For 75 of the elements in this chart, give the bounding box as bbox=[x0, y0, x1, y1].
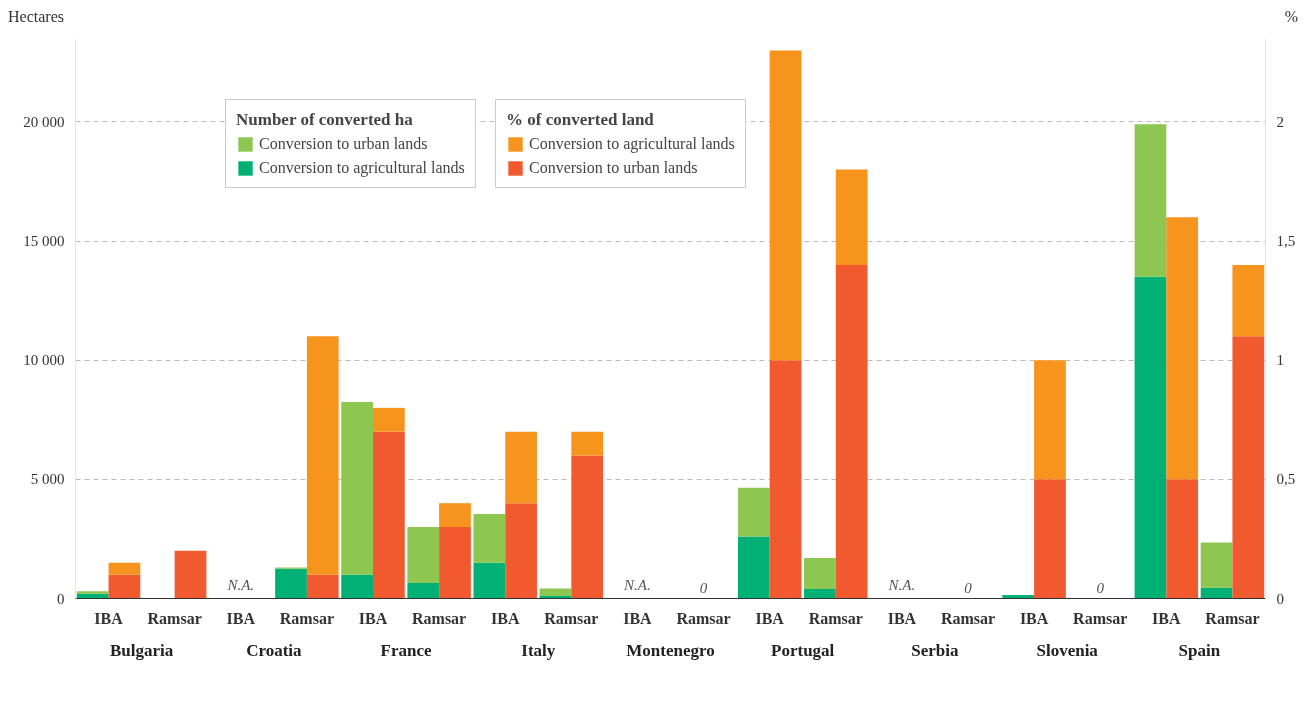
bar bbox=[804, 588, 836, 599]
x-tick-label: Ramsar bbox=[544, 609, 599, 627]
bar bbox=[1232, 264, 1265, 337]
x-tick-label: IBA bbox=[358, 609, 388, 627]
x-tick-label: Ramsar bbox=[279, 609, 334, 627]
x-tick-label: Ramsar bbox=[1073, 609, 1128, 627]
bar bbox=[737, 536, 770, 599]
y2-tick-label: 2 bbox=[1276, 113, 1284, 130]
y2-tick-label: 0,5 bbox=[1276, 471, 1296, 488]
x-tick-label: IBA bbox=[94, 609, 124, 627]
bar bbox=[505, 431, 537, 504]
text: % of converted land bbox=[506, 110, 654, 129]
x-tick-label: IBA bbox=[226, 609, 256, 627]
y-tick-label: 10 000 bbox=[23, 352, 65, 369]
x-tick-label: IBA bbox=[491, 609, 520, 627]
bar bbox=[571, 455, 604, 599]
legend-label: Conversion to agricultural lands bbox=[529, 135, 735, 153]
text: Portugal bbox=[771, 640, 835, 660]
bar bbox=[407, 583, 440, 599]
y-tick-label: 0 bbox=[57, 590, 65, 607]
bar bbox=[373, 407, 405, 432]
text: Italy bbox=[521, 640, 556, 660]
x-tick-label: Ramsar bbox=[808, 609, 863, 627]
y2-tick-label: 1 bbox=[1276, 352, 1284, 369]
bar bbox=[804, 557, 836, 589]
annotation: N.A. bbox=[226, 576, 255, 593]
x-tick-label: Ramsar bbox=[676, 609, 731, 627]
legend-label: Conversion to urban lands bbox=[259, 135, 429, 153]
annotation: N.A. bbox=[623, 576, 651, 593]
text: Spain bbox=[1178, 640, 1221, 660]
text: Slovenia bbox=[1036, 640, 1099, 660]
legend-label: Conversion to agricultural lands bbox=[259, 159, 465, 177]
bar bbox=[1232, 336, 1265, 599]
bar bbox=[108, 562, 141, 575]
annotation: 0 bbox=[1096, 579, 1105, 596]
x-tick-label: Ramsar bbox=[412, 609, 467, 627]
bar bbox=[1134, 124, 1167, 277]
bar bbox=[769, 360, 802, 599]
bar bbox=[571, 431, 604, 456]
bar bbox=[1200, 587, 1233, 599]
x-tick-label: IBA bbox=[1152, 609, 1182, 627]
y-tick-label: 5 000 bbox=[30, 471, 65, 488]
x-tick-label: Ramsar bbox=[1205, 609, 1260, 627]
text: Number of converted ha bbox=[236, 110, 413, 129]
y2-tick-label: 0 bbox=[1276, 590, 1284, 607]
text: Montenegro bbox=[626, 640, 715, 660]
y2-axis-title: % bbox=[1284, 7, 1298, 27]
bar bbox=[769, 50, 802, 361]
x-tick-label: IBA bbox=[887, 609, 917, 627]
bar bbox=[1034, 479, 1066, 599]
x-tick-label: Ramsar bbox=[147, 609, 202, 627]
bar bbox=[1034, 360, 1066, 480]
text: France bbox=[380, 640, 432, 660]
annotation: 0 bbox=[964, 579, 973, 596]
bar bbox=[539, 588, 572, 597]
annotation: 0 bbox=[699, 579, 708, 596]
x-tick-label: IBA bbox=[623, 609, 653, 627]
legend-label: Conversion to urban lands bbox=[529, 159, 699, 177]
y-tick-label: 20 000 bbox=[23, 113, 65, 130]
y2-tick-label: 1,5 bbox=[1276, 233, 1296, 250]
bar bbox=[835, 264, 868, 599]
y-tick-label: 15 000 bbox=[23, 233, 65, 250]
bar bbox=[737, 487, 770, 537]
annotation: N.A. bbox=[887, 576, 916, 593]
text: Croatia bbox=[246, 640, 303, 660]
x-tick-label: IBA bbox=[755, 609, 785, 627]
bar bbox=[108, 574, 141, 599]
x-tick-label: Ramsar bbox=[940, 609, 996, 627]
text: Bulgaria bbox=[109, 640, 174, 660]
y-axis-title: Hectares bbox=[8, 7, 64, 27]
bar bbox=[835, 169, 868, 265]
x-tick-label: IBA bbox=[1019, 609, 1049, 627]
text: Serbia bbox=[911, 640, 960, 660]
bar bbox=[76, 591, 109, 594]
bar bbox=[174, 550, 207, 599]
